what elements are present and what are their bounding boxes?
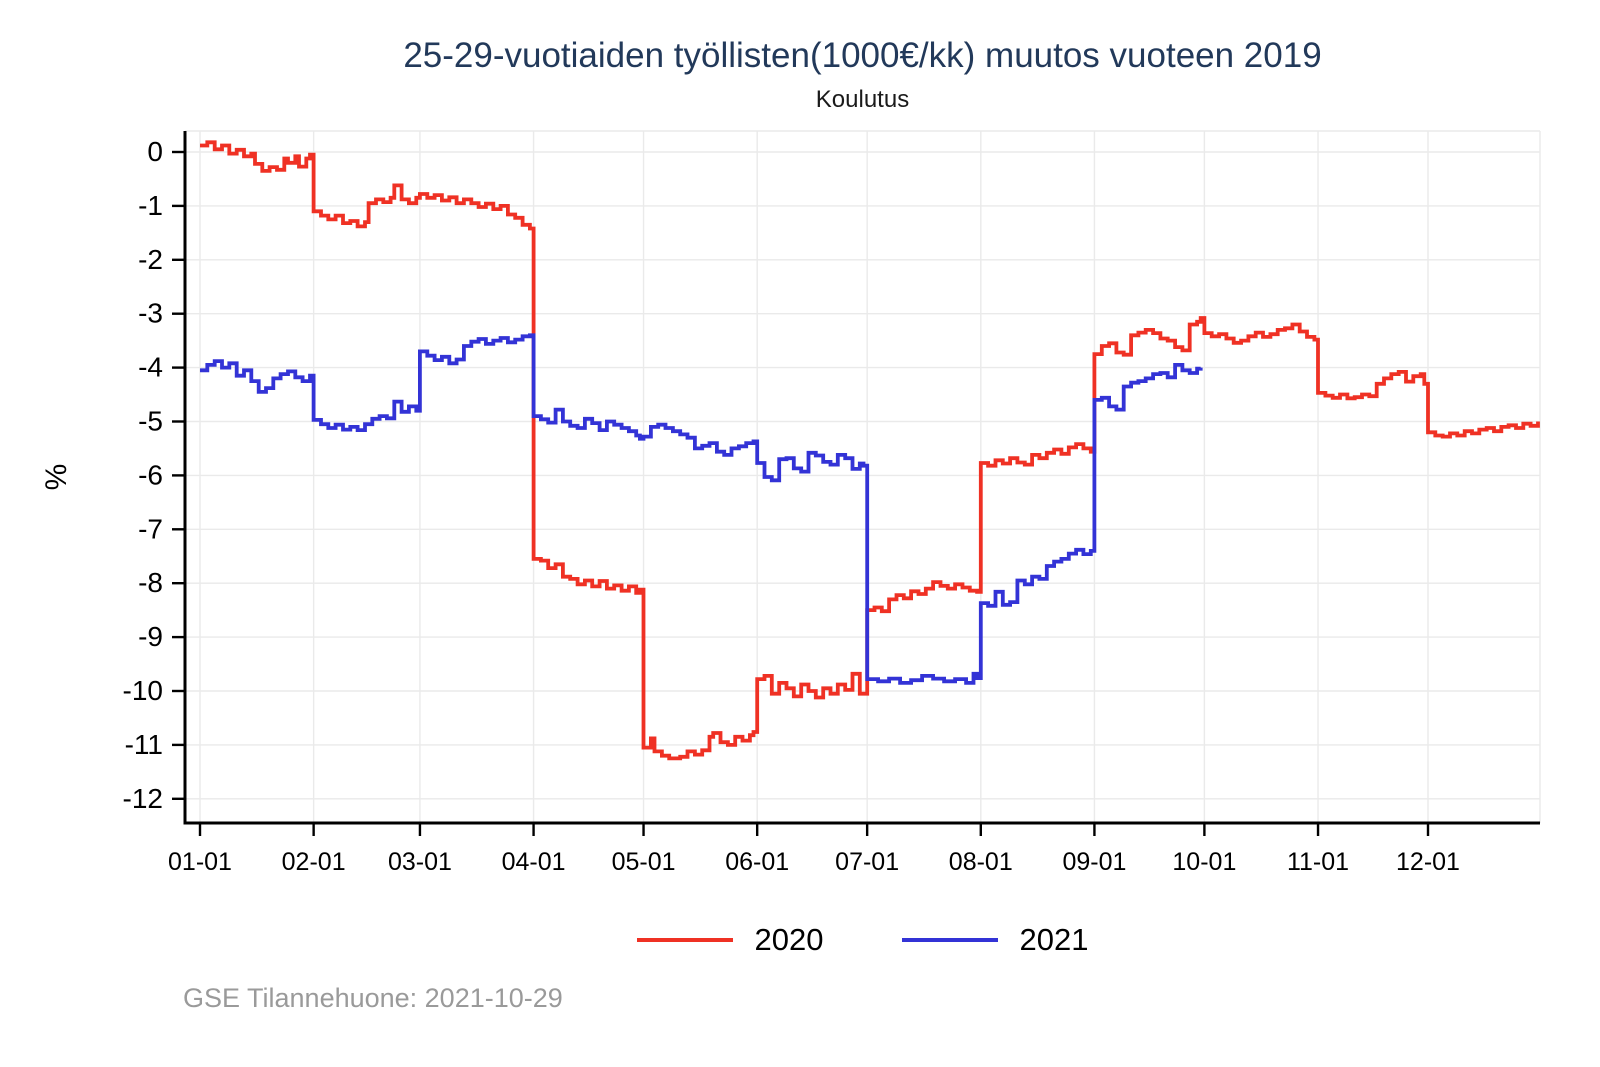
legend: 2020 2021 bbox=[185, 912, 1540, 968]
y-tick-label: -11 bbox=[125, 729, 163, 760]
legend-item-2021: 2021 bbox=[901, 922, 1089, 958]
y-tick-label: -5 bbox=[138, 406, 163, 437]
x-tick-label: 02-01 bbox=[282, 848, 346, 876]
y-tick-label: -7 bbox=[138, 513, 163, 544]
y-tick-label: -12 bbox=[123, 783, 163, 814]
x-tick-label: 10-01 bbox=[1172, 848, 1236, 876]
x-tick-label: 07-01 bbox=[835, 848, 899, 876]
y-tick-label: -2 bbox=[138, 244, 163, 275]
y-tick-label: 0 bbox=[147, 136, 163, 167]
x-tick-label: 04-01 bbox=[502, 848, 566, 876]
x-tick-label: 03-01 bbox=[388, 848, 452, 876]
series-2021-line bbox=[200, 333, 1203, 685]
y-tick-label: -10 bbox=[123, 675, 163, 706]
y-tick-label: -9 bbox=[138, 621, 163, 652]
y-tick-label: -1 bbox=[138, 190, 163, 221]
y-tick-label: -6 bbox=[138, 459, 163, 490]
x-tick-label: 08-01 bbox=[949, 848, 1013, 876]
x-tick-label: 11-01 bbox=[1287, 848, 1349, 876]
legend-swatch-2021 bbox=[901, 938, 998, 942]
y-axis-title: % bbox=[40, 464, 73, 491]
footer-note: GSE Tilannehuone: 2021-10-29 bbox=[183, 983, 563, 1013]
y-tick-label: -4 bbox=[138, 352, 163, 383]
legend-label-2020: 2020 bbox=[754, 922, 824, 957]
chart-subtitle: Koulutus bbox=[815, 86, 910, 113]
x-tick-label: 05-01 bbox=[612, 848, 676, 876]
chart-title: 25-29-vuotiaiden työllisten(1000€/kk) mu… bbox=[403, 36, 1322, 75]
x-tick-label: 09-01 bbox=[1062, 848, 1126, 876]
y-tick-label: -8 bbox=[138, 567, 163, 598]
x-tick-label: 01-01 bbox=[168, 848, 232, 876]
x-tick-label: 06-01 bbox=[725, 848, 789, 876]
y-tick-label: -3 bbox=[138, 298, 163, 329]
legend-swatch-2020 bbox=[636, 938, 733, 942]
series-2020-line bbox=[200, 140, 1540, 761]
legend-label-2021: 2021 bbox=[1019, 922, 1089, 957]
chart-canvas: 0 -1 -2 -3 -4 -5 -6 -7 -8 -9 -10 -11 -12 01-01 02-01 03… bbox=[40, 130, 1541, 876]
x-tick-label: 12-01 bbox=[1396, 848, 1460, 876]
legend-item-2020: 2020 bbox=[636, 922, 824, 958]
